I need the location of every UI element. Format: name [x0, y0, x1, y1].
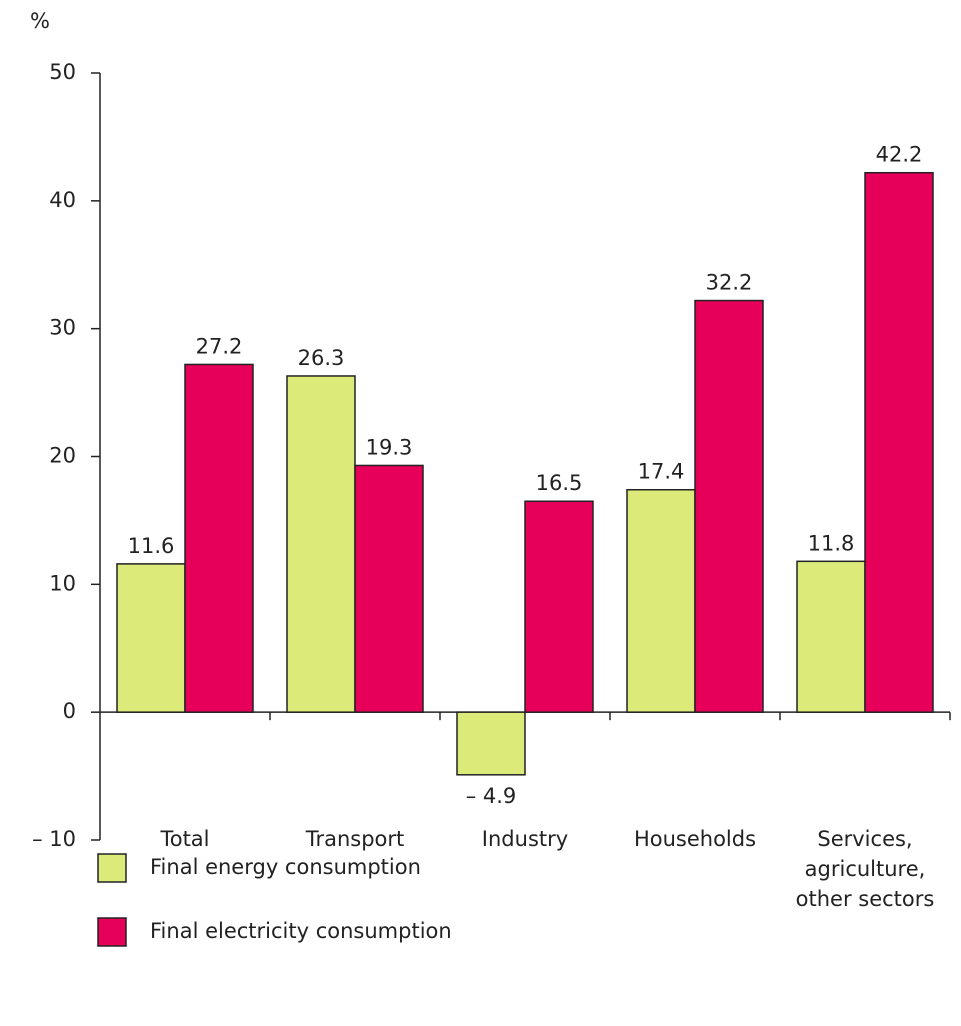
y-tick-label: 50	[49, 60, 76, 84]
bar	[694, 299, 764, 713]
value-label: 27.2	[196, 334, 243, 358]
legend-swatch	[97, 917, 127, 947]
x-tick-label: Industry	[482, 827, 568, 851]
value-label: – 4.9	[466, 784, 517, 808]
value-label: 17.4	[638, 460, 685, 484]
value-label: 26.3	[298, 346, 345, 370]
y-tick-label: 40	[49, 188, 76, 212]
x-tick-label: Households	[634, 827, 756, 851]
y-axis-label: %	[30, 9, 50, 33]
legend-label: Final energy consumption	[150, 855, 421, 879]
bar	[354, 464, 424, 713]
y-tick-label: 10	[49, 571, 76, 595]
value-label: 32.2	[706, 271, 753, 295]
value-label: 11.6	[128, 534, 175, 558]
legend-swatch	[97, 853, 127, 883]
bar	[796, 560, 866, 713]
bar	[116, 563, 186, 713]
x-tick-label: Transport	[305, 827, 405, 851]
y-tick-label: 20	[49, 444, 76, 468]
value-label: 16.5	[536, 471, 583, 495]
bar	[184, 363, 254, 713]
y-tick-label: – 10	[32, 827, 76, 851]
bar	[864, 171, 934, 713]
bar	[286, 375, 356, 713]
legend-label: Final electricity consumption	[150, 919, 452, 943]
y-tick-label: 30	[49, 316, 76, 340]
value-label: 11.8	[808, 531, 855, 555]
x-tick-label: Services, agriculture, other sectors	[796, 827, 935, 911]
y-tick-label: 0	[63, 699, 76, 723]
value-label: 19.3	[366, 435, 413, 459]
bar	[524, 500, 594, 713]
value-label: 42.2	[876, 143, 923, 167]
x-tick-label: Total	[159, 827, 209, 851]
bar	[456, 711, 526, 776]
bar	[626, 488, 696, 713]
